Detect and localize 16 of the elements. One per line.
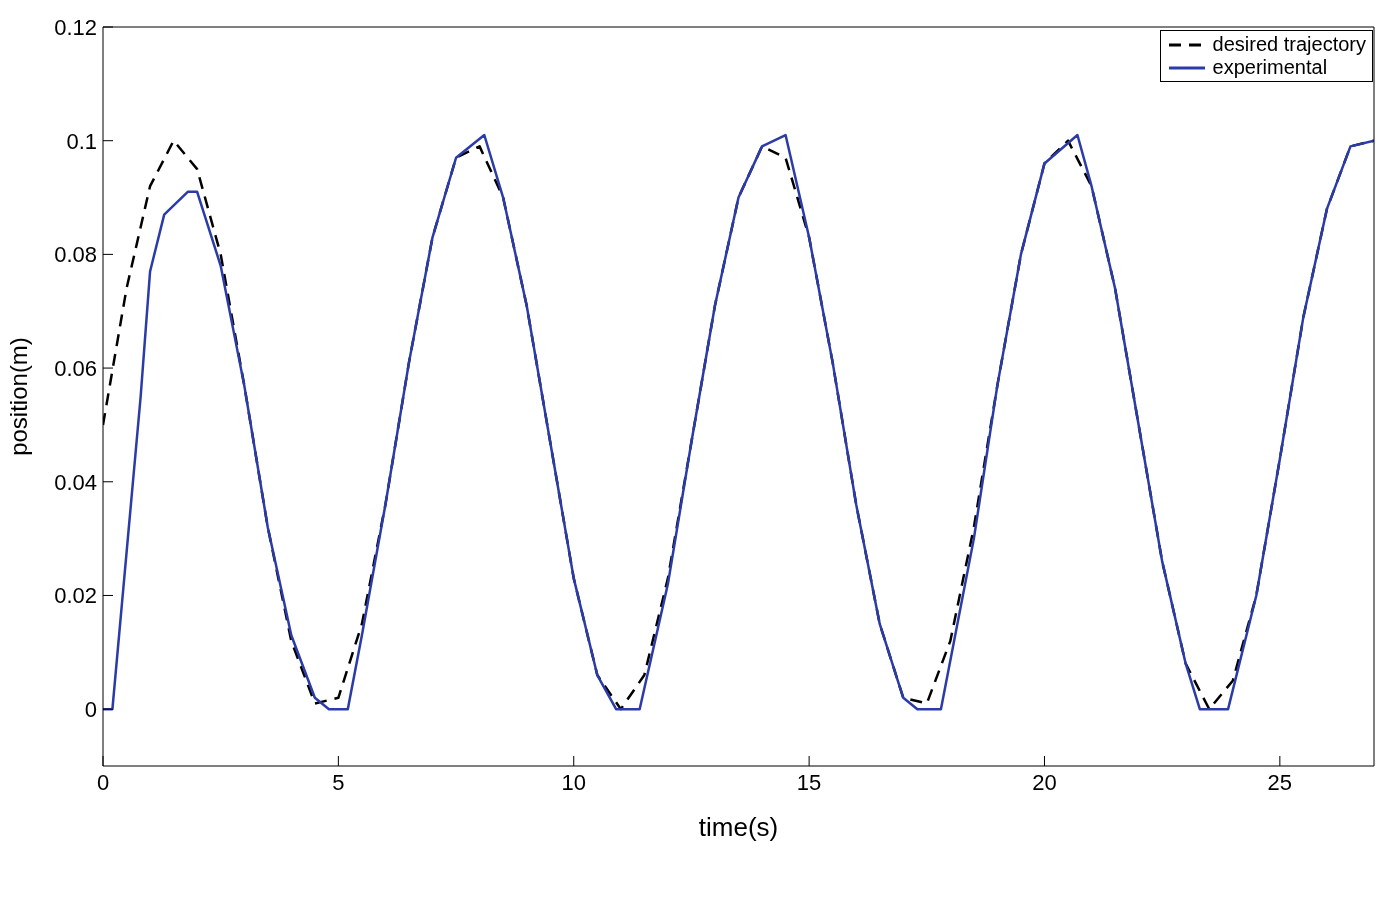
x-tick-label: 10 [561,769,586,795]
y-tick-label: 0.12 [54,14,97,40]
y-tick-label: 0.04 [54,469,97,495]
x-tick-label: 20 [1032,769,1057,795]
legend-label: desired trajectory [1212,33,1366,56]
x-tick-label: 25 [1267,769,1293,795]
y-tick-label: 0.1 [66,128,97,154]
y-tick-label: 0.08 [54,242,97,268]
y-tick-label: 0.02 [54,583,97,609]
x-tick-label: 5 [332,769,345,795]
y-axis-title: position(m) [4,337,32,456]
legend-label: experimental [1212,56,1328,79]
y-tick-label: 0.06 [54,355,97,381]
x-axis-title: time(s) [698,812,779,842]
y-tick-label: 0 [84,696,97,722]
x-tick-label: 15 [796,769,822,795]
